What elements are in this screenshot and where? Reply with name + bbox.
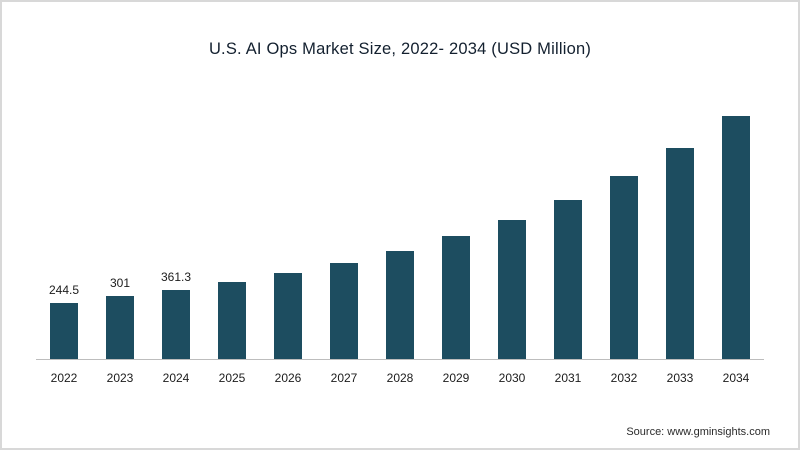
bar [610, 176, 638, 359]
bar [162, 290, 190, 359]
x-axis-tick-label: 2026 [274, 371, 302, 385]
bar-column [652, 107, 708, 359]
bar [50, 303, 78, 359]
x-axis-tick-label: 2030 [498, 371, 526, 385]
plot-area: 244.5 301 361.3 [36, 107, 764, 360]
x-axis-tick-label: 2022 [50, 371, 78, 385]
bar-column [428, 107, 484, 359]
bar-column [596, 107, 652, 359]
x-axis-tick-label: 2031 [554, 371, 582, 385]
x-axis-tick-label: 2024 [162, 371, 190, 385]
bar [218, 282, 246, 359]
bar [386, 251, 414, 359]
bar-column [204, 107, 260, 359]
x-axis-tick-label: 2033 [666, 371, 694, 385]
x-axis-tick-label: 2025 [218, 371, 246, 385]
bar-column [260, 107, 316, 359]
x-axis-tick-label: 2023 [106, 371, 134, 385]
x-axis-tick-label: 2032 [610, 371, 638, 385]
source-note: Source: www.gminsights.com [626, 426, 770, 438]
x-axis-tick-label: 2028 [386, 371, 414, 385]
bar-column: 301 [92, 107, 148, 359]
bar-column: 361.3 [148, 107, 204, 359]
bar-value-label: 361.3 [160, 270, 192, 284]
chart-title: U.S. AI Ops Market Size, 2022- 2034 (USD… [208, 40, 592, 58]
x-axis-tick-label: 2029 [442, 371, 470, 385]
bar-column [540, 107, 596, 359]
bar-column [316, 107, 372, 359]
bar [106, 296, 134, 359]
x-axis-labels: 2022 2023 2024 2025 2026 2027 2028 2029 2030 2031… [36, 371, 764, 385]
bar [330, 263, 358, 359]
bar-column [372, 107, 428, 359]
bar-column: 244.5 [36, 107, 92, 359]
bar [554, 200, 582, 359]
bar [274, 273, 302, 359]
bar [722, 116, 750, 359]
bar-value-label: 244.5 [48, 283, 80, 297]
bar [442, 236, 470, 359]
bar-value-label: 301 [109, 276, 131, 290]
bar-column [484, 107, 540, 359]
bar-column [708, 107, 764, 359]
x-axis-tick-label: 2027 [330, 371, 358, 385]
x-axis-tick-label: 2034 [722, 371, 750, 385]
bar [666, 148, 694, 359]
bar [498, 220, 526, 359]
